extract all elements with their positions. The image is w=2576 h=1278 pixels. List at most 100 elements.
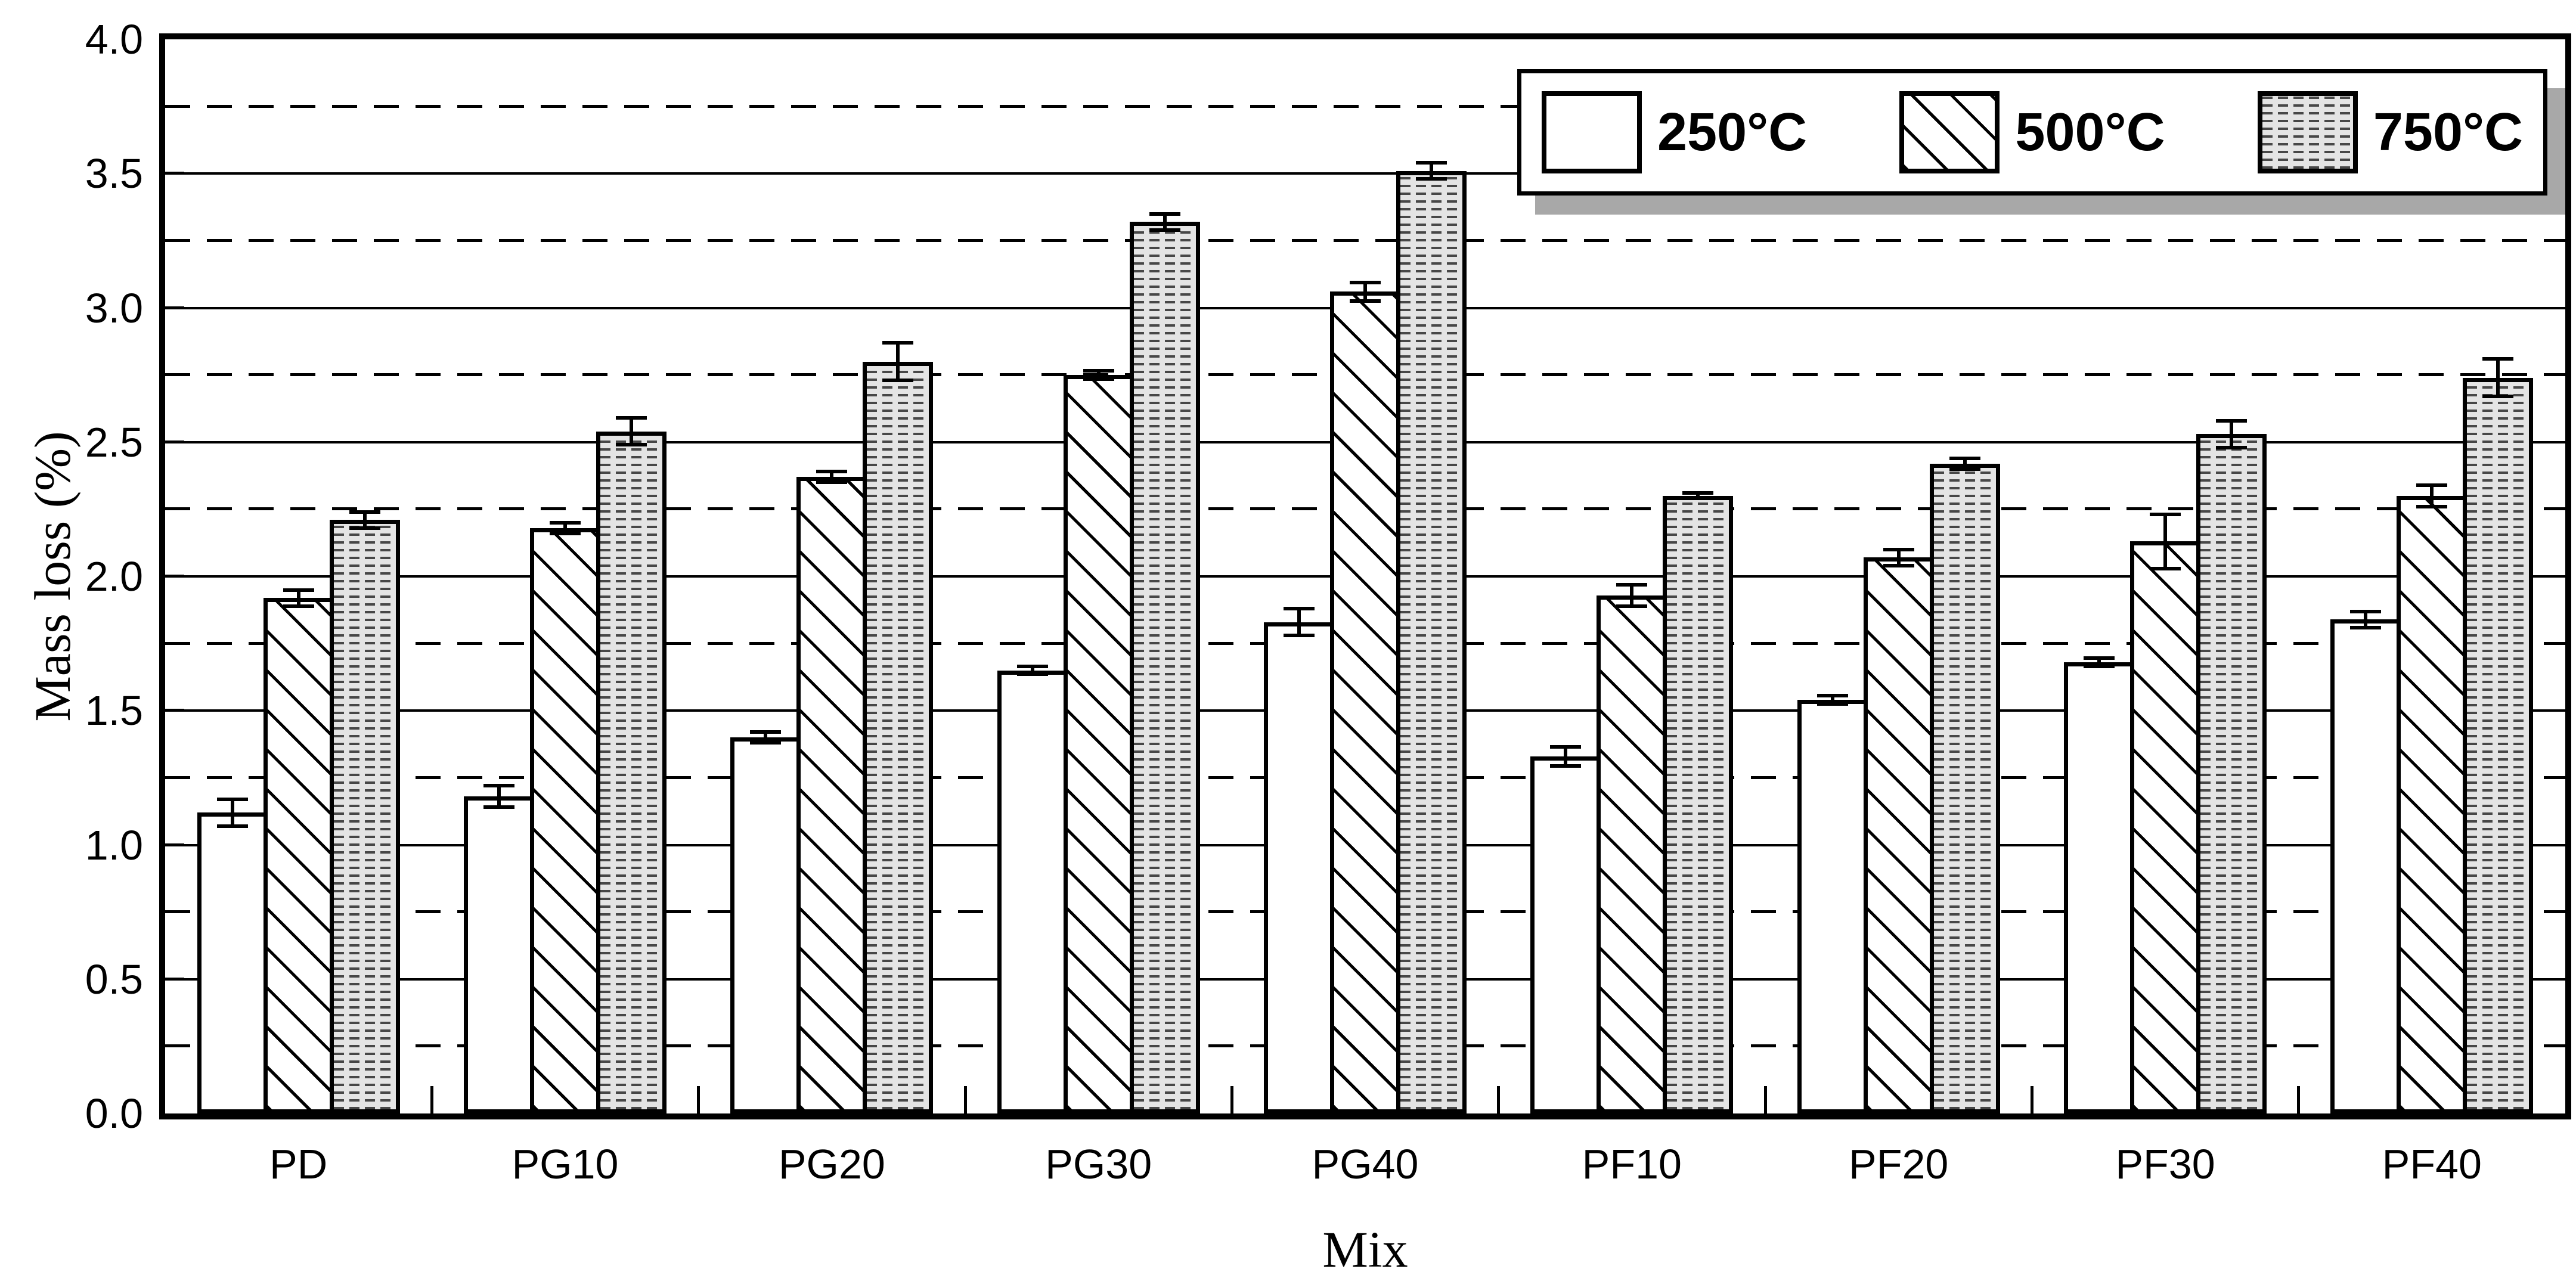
y-tick-label: 2.0 (85, 553, 143, 600)
bar (464, 796, 534, 1113)
y-axis-tick (165, 575, 184, 578)
error-bar-cap (1883, 563, 1914, 567)
error-bar (1696, 493, 1700, 499)
x-tick-label: PF40 (2382, 1141, 2482, 1187)
error-bar-cap (1816, 702, 1848, 706)
y-axis-tick (165, 977, 184, 981)
error-bar-cap (1616, 582, 1648, 587)
x-tick-label: PG10 (512, 1141, 619, 1187)
legend-item: 750°C (2257, 91, 2523, 173)
x-tick-label: PG40 (1312, 1141, 1419, 1187)
x-axis-tick (1230, 1086, 1233, 1113)
x-axis-title: Mix (1322, 1221, 1408, 1278)
error-bar-cap (1682, 491, 1714, 495)
legend-label: 750°C (2373, 103, 2523, 162)
bar (1063, 375, 1134, 1113)
error-bar-cap (2150, 513, 2181, 517)
bar (596, 431, 667, 1113)
bar (1929, 463, 2000, 1113)
error-bar (1096, 371, 1101, 379)
legend-label: 250°C (1657, 103, 1808, 162)
y-axis-tick (165, 507, 184, 511)
error-bar-cap (483, 805, 514, 809)
y-axis-tick (165, 1044, 184, 1048)
error-bar (2496, 359, 2500, 397)
error-bar-cap (1016, 664, 1048, 668)
y-tick-label: 3.5 (85, 150, 143, 197)
y-axis-tick (165, 641, 184, 645)
gridline-minor (165, 238, 2565, 242)
bar (1797, 700, 1868, 1113)
legend-swatch-250c (1542, 91, 1642, 173)
bar (197, 812, 268, 1113)
error-bar (1896, 549, 1901, 566)
error-bar (296, 590, 300, 606)
legend: 250°C 500°C 750°C (1517, 69, 2547, 196)
y-tick-label: 4.0 (85, 16, 143, 63)
error-bar-cap (1416, 161, 1447, 165)
legend-swatch-750c (2257, 91, 2358, 173)
error-bar (1363, 282, 1367, 302)
bar (1129, 222, 1200, 1113)
error-bar-cap (816, 480, 848, 485)
y-tick-label: 0.5 (85, 956, 143, 1003)
y-tick-label: 3.0 (85, 284, 143, 331)
x-tick-label: PG20 (778, 1141, 885, 1187)
error-bar-cap (2084, 664, 2115, 668)
plot-area (159, 33, 2571, 1119)
error-bar (630, 418, 633, 445)
error-bar-cap (616, 416, 647, 420)
bar (1530, 756, 1601, 1113)
error-bar (230, 799, 234, 826)
y-axis-tick (165, 440, 184, 443)
error-bar (2364, 611, 2368, 628)
error-bar-cap (1284, 607, 1315, 611)
y-tick-label: 2.5 (85, 418, 143, 466)
legend-swatch-500c (1899, 91, 2000, 173)
error-bar-cap (1284, 634, 1315, 638)
y-axis-tick (165, 910, 184, 914)
error-bar-cap (2482, 357, 2514, 361)
error-bar-cap (750, 741, 782, 745)
error-bar (896, 343, 900, 381)
bar (2196, 434, 2267, 1113)
error-bar-cap (1149, 212, 1180, 216)
bar (2130, 541, 2200, 1113)
error-bar (497, 786, 501, 808)
error-bar (1297, 609, 1301, 636)
x-axis-tick (1763, 1086, 1767, 1113)
error-bar-cap (2216, 418, 2247, 423)
y-axis-tick (165, 776, 184, 779)
error-bar-cap (1416, 177, 1447, 181)
error-bar (1963, 458, 1967, 469)
x-tick-label: PF10 (1582, 1141, 1682, 1187)
gridline-minor (165, 104, 2565, 108)
error-bar-cap (1550, 745, 1582, 749)
error-bar (362, 511, 367, 528)
y-axis-tick (165, 709, 184, 712)
y-axis-tick (165, 172, 184, 175)
y-tick-label: 0.0 (85, 1090, 143, 1137)
error-bar-cap (1550, 764, 1582, 768)
error-bar (1564, 747, 1568, 766)
x-tick-label: PG30 (1045, 1141, 1152, 1187)
bar (796, 477, 867, 1113)
error-bar-cap (1350, 280, 1381, 284)
y-tick-label: 1.0 (85, 821, 143, 868)
error-bar-cap (2350, 625, 2382, 629)
x-axis-tick (963, 1086, 967, 1113)
error-bar (764, 732, 768, 743)
error-bar-cap (2416, 483, 2448, 487)
error-bar (1163, 213, 1167, 230)
error-bar-cap (1682, 497, 1714, 501)
error-bar-cap (2350, 609, 2382, 613)
error-bar-cap (1816, 694, 1848, 698)
x-axis-tick (1497, 1086, 1501, 1113)
bar (1396, 170, 1467, 1113)
bar (863, 361, 934, 1113)
error-bar (1430, 163, 1433, 179)
error-bar (830, 472, 834, 483)
bar (329, 520, 400, 1113)
error-bar (2430, 485, 2434, 507)
